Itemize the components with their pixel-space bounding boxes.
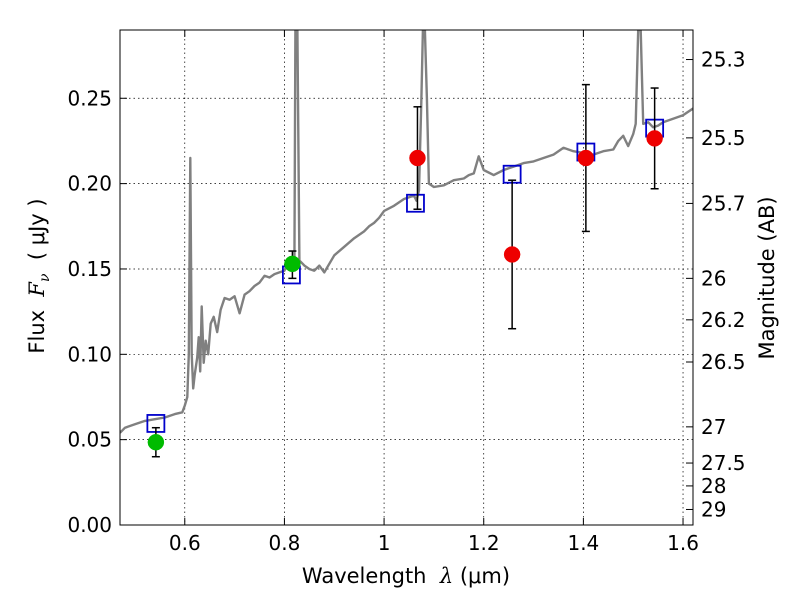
y-axis-title-prefix: Flux: [25, 297, 49, 354]
right-axis-title: Magnitude (AB): [755, 196, 779, 359]
model-photometry-square: [406, 193, 425, 213]
y-axis-title-subscript: ν: [37, 273, 53, 282]
x-tick-label: 1.2: [468, 531, 500, 555]
observed-points-group: [147, 130, 663, 451]
green-data-point: [147, 433, 165, 451]
right-tick-label: 29: [701, 497, 726, 521]
x-axis-title-prefix: Wavelength: [302, 564, 440, 588]
x-tick-label: 0.6: [169, 531, 201, 555]
x-tick-label: 1.6: [667, 531, 699, 555]
red-data-point: [646, 130, 663, 147]
right-tick-label: 26.5: [701, 350, 746, 374]
right-tick-label: 25.7: [701, 191, 746, 215]
red-data-point: [409, 149, 426, 167]
x-axis-ticks: 0.6 0.8 1 1.2 1.4 1.6: [169, 30, 699, 555]
x-axis-title-symbol: λ: [439, 564, 453, 588]
x-axis-title: Wavelength λ (μm): [302, 564, 510, 588]
right-tick-label: 27: [701, 415, 726, 439]
right-tick-label: 26.2: [701, 308, 746, 332]
x-tick-label: 0.8: [269, 531, 301, 555]
plot-background: [120, 30, 693, 525]
y-axis-ticks: 0.00 0.05 0.10 0.15 0.20 0.25: [67, 86, 127, 537]
red-data-point: [503, 246, 521, 263]
plot-frame: [119, 29, 694, 526]
right-tick-label: 28: [701, 474, 726, 498]
right-tick-label: 25.3: [701, 48, 746, 72]
y-axis-title: Flux Fν ( μJy ): [25, 198, 53, 353]
right-tick-label: 26: [701, 266, 726, 290]
y-tick-label: 0.05: [67, 428, 112, 452]
x-tick-label: 1.4: [567, 531, 599, 555]
y-tick-label: 0.10: [67, 342, 112, 366]
y-axis-title-unit: ( μJy ): [25, 198, 49, 273]
y-tick-label: 0.25: [67, 86, 112, 110]
x-tick-label: 1: [378, 531, 391, 555]
y-tick-label: 0.15: [67, 257, 112, 281]
y-tick-label: 0.20: [67, 172, 112, 196]
red-data-point: [577, 149, 595, 167]
right-tick-label: 25.5: [701, 126, 746, 150]
y-axis-title-symbol: F: [25, 281, 49, 298]
green-data-point: [284, 255, 301, 273]
y-tick-label: 0.00: [67, 513, 112, 537]
x-axis-title-unit: (μm): [453, 564, 510, 588]
right-tick-label: 27.5: [701, 451, 746, 475]
